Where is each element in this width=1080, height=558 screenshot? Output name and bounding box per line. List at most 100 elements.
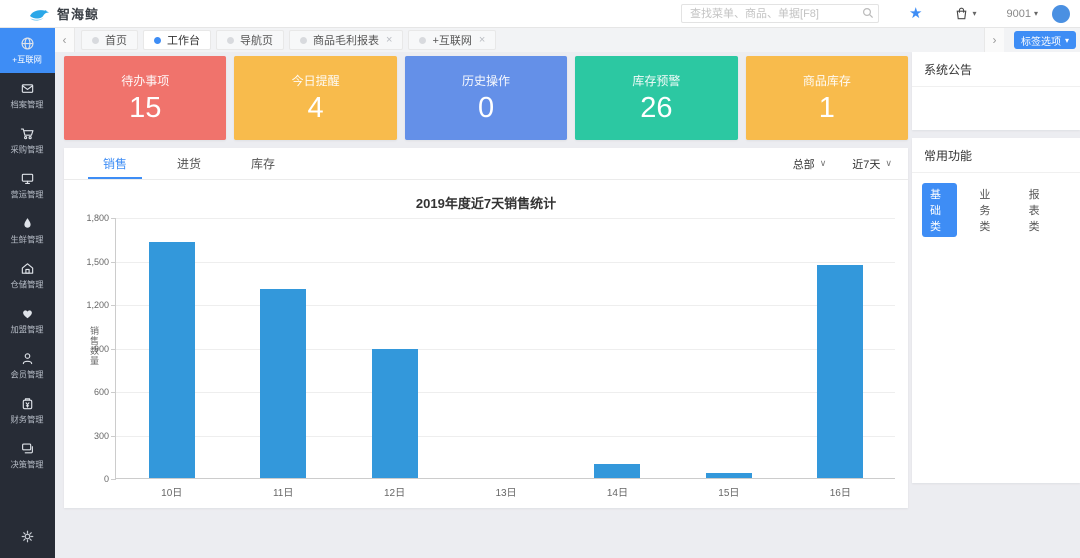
search-input[interactable] xyxy=(681,4,880,24)
settings-button[interactable] xyxy=(0,529,55,558)
avatar[interactable] xyxy=(1052,4,1070,23)
y-axis-tick-label: 0 xyxy=(103,474,109,484)
chart-tab-销售[interactable]: 销售 xyxy=(78,148,152,179)
tab-label: 商品毛利报表 xyxy=(313,35,379,47)
sidebar-item-label: 营运管理 xyxy=(10,189,45,200)
y-axis-tick xyxy=(111,392,116,393)
y-axis-tick xyxy=(111,479,116,480)
chart-bar-14日[interactable] xyxy=(594,464,641,478)
sidebar-item-label: 加盟管理 xyxy=(10,324,45,335)
gridline xyxy=(116,392,895,393)
global-search xyxy=(681,4,880,24)
function-tab-报表类[interactable]: 报表类 xyxy=(1028,189,1040,233)
whale-logo-icon xyxy=(30,9,49,21)
sidebar-item-label: 决策管理 xyxy=(10,459,45,470)
chart-bar-12日[interactable] xyxy=(371,349,418,478)
chart-tab-进货[interactable]: 进货 xyxy=(176,157,201,171)
sidebar-item-+互联网[interactable]: +互联网 xyxy=(0,28,55,73)
stat-card-value: 0 xyxy=(477,91,495,124)
brand-logo: 智海鲸 xyxy=(28,4,99,23)
page-tab-工作台[interactable]: 工作台 xyxy=(143,30,211,50)
stat-card-label: 历史操作 xyxy=(462,73,511,88)
chart-bar-15日[interactable] xyxy=(705,473,752,478)
chart-tabs-header: 销售 进货 库存 总部 ∨ 近7天 ∨ xyxy=(64,148,908,180)
stat-card-value: 1 xyxy=(818,91,835,124)
chart-bar-16日[interactable] xyxy=(817,265,864,478)
finance-icon xyxy=(22,397,33,409)
tab-status-dot-icon xyxy=(419,36,427,44)
chevron-down-icon: ∨ xyxy=(819,158,827,168)
decision-icon xyxy=(22,442,33,453)
y-axis-tick-label: 1,200 xyxy=(86,300,109,310)
tab-label: 工作台 xyxy=(167,35,200,47)
tab-options-button[interactable]: 标签选项 ▾ xyxy=(1013,31,1076,49)
function-tab-业务类[interactable]: 业务类 xyxy=(979,189,991,233)
sidebar-item-加盟管理[interactable]: 加盟管理 xyxy=(0,298,55,343)
tab-status-dot-icon xyxy=(92,36,99,44)
common-functions-panel: 常用功能 基础类 业务类 报表类 xyxy=(912,138,1080,483)
brand-name: 智海鲸 xyxy=(57,7,100,22)
caret-down-icon: ▾ xyxy=(1064,35,1069,45)
page-tab-首页[interactable]: 首页 xyxy=(81,30,138,50)
stat-card-label: 商品库存 xyxy=(802,73,851,88)
functions-title: 常用功能 xyxy=(924,149,973,163)
close-icon[interactable]: × xyxy=(386,33,393,46)
sidebar-item-营运管理[interactable]: 营运管理 xyxy=(0,163,55,208)
warehouse-icon xyxy=(21,262,34,274)
function-tab-基础类[interactable]: 基础类 xyxy=(922,183,958,237)
stat-card-库存预警[interactable]: 库存预警 26 xyxy=(575,56,738,140)
y-axis-tick-label: 900 xyxy=(93,343,109,354)
y-axis-tick xyxy=(111,305,116,306)
system-announcement-panel: 系统公告 xyxy=(912,52,1080,130)
stat-card-待办事项[interactable]: 待办事项 15 xyxy=(64,56,227,140)
y-axis-tick-label: 600 xyxy=(93,387,109,397)
sidebar-item-档案管理[interactable]: 档案管理 xyxy=(0,73,55,118)
tabs-scroll-right-button[interactable]: › xyxy=(983,28,1004,52)
sidebar-item-label: 会员管理 xyxy=(10,369,45,380)
stat-card-历史操作[interactable]: 历史操作 0 xyxy=(404,56,568,140)
stat-card-value: 26 xyxy=(640,91,673,124)
y-axis-tick-label: 1,500 xyxy=(86,256,109,267)
chart-bar-10日[interactable] xyxy=(148,242,195,478)
cart-icon xyxy=(20,127,34,139)
stat-card-商品库存[interactable]: 商品库存 1 xyxy=(745,56,909,140)
search-icon[interactable] xyxy=(862,7,874,19)
page-tab-商品毛利报表[interactable]: 商品毛利报表 × xyxy=(289,30,404,50)
sidebar-item-采购管理[interactable]: 采购管理 xyxy=(0,118,55,163)
chevron-down-icon: ∨ xyxy=(885,158,892,168)
sidebar-item-财务管理[interactable]: 财务管理 xyxy=(0,388,55,433)
user-menu[interactable]: 9001 ▾ xyxy=(1007,8,1039,20)
stat-cards-row: 待办事项 15 今日提醒 4 历史操作 0 库存预警 26 商品库存 1 xyxy=(64,56,909,140)
user-code: 9001 xyxy=(1006,7,1031,20)
close-icon[interactable]: × xyxy=(478,33,486,46)
x-axis-tick-label: 14日 xyxy=(606,488,628,499)
gridline xyxy=(116,435,895,437)
caret-down-icon: ▾ xyxy=(1033,9,1038,18)
sidebar-item-决策管理[interactable]: 决策管理 xyxy=(0,433,55,478)
filter-label: 总部 xyxy=(792,158,815,171)
x-axis-tick-label: 10日 xyxy=(161,488,183,499)
favorites-star-icon[interactable]: ★ xyxy=(909,5,923,22)
x-axis-tick-label: 12日 xyxy=(384,488,406,499)
x-axis-tick-label: 15日 xyxy=(718,488,740,499)
drop-icon xyxy=(24,217,31,228)
tabs-scroll-left-button[interactable]: ‹ xyxy=(55,28,75,52)
page-tab-导航页[interactable]: 导航页 xyxy=(216,30,284,50)
sidebar-item-生鲜管理[interactable]: 生鲜管理 xyxy=(0,208,55,253)
member-icon xyxy=(22,352,33,364)
franchise-icon xyxy=(23,309,32,318)
y-axis-tick xyxy=(111,348,116,350)
cart-menu[interactable]: ▾ xyxy=(954,6,977,21)
chart-tab-库存[interactable]: 库存 xyxy=(250,157,275,171)
function-tabs: 基础类 业务类 报表类 xyxy=(912,173,1080,247)
sidebar: +互联网 档案管理 采购管理营运管理生鲜管理仓储管理加盟管理会员管理财务管理决策管理 xyxy=(0,28,55,558)
page-tab-+互联网[interactable]: +互联网 × xyxy=(408,30,497,50)
chart-bar-11日[interactable] xyxy=(260,289,307,478)
filter-select-总部[interactable]: 总部 ∨ xyxy=(793,148,827,179)
y-axis-tick-label: 300 xyxy=(93,430,109,441)
filter-select-近7天[interactable]: 近7天 ∨ xyxy=(852,148,892,179)
sidebar-item-仓储管理[interactable]: 仓储管理 xyxy=(0,253,55,298)
sidebar-item-label: 生鲜管理 xyxy=(10,234,45,245)
sidebar-item-会员管理[interactable]: 会员管理 xyxy=(0,343,55,388)
stat-card-今日提醒[interactable]: 今日提醒 4 xyxy=(234,56,397,140)
